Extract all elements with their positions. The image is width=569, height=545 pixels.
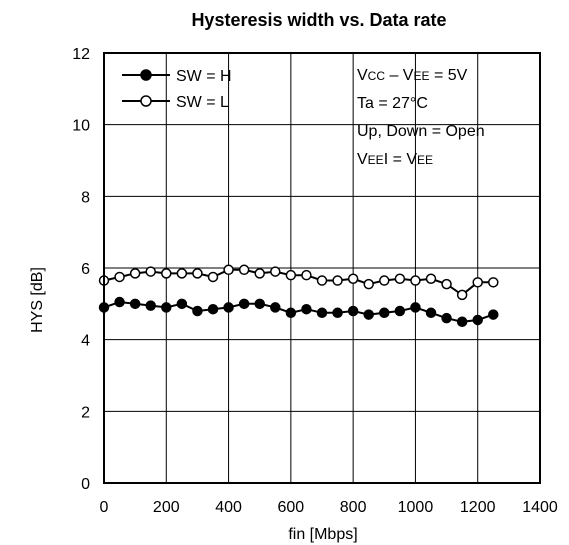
data-point-sw-l xyxy=(207,271,219,283)
y-axis-label: HYS [dB] xyxy=(29,267,46,333)
y-tick-label: 10 xyxy=(72,118,90,135)
data-point-sw-h xyxy=(207,303,219,315)
annotation-supply: VCC – VEE = 5V xyxy=(357,67,468,84)
data-point-sw-h xyxy=(363,309,374,320)
data-point-sw-h xyxy=(285,307,297,319)
series-layer xyxy=(98,264,499,327)
annotation-up-down: Up, Down = Open xyxy=(357,123,485,140)
data-point-sw-l xyxy=(316,275,328,286)
data-point-sw-l xyxy=(145,266,156,277)
plot-frame xyxy=(103,52,541,484)
series-sw-l xyxy=(98,264,499,301)
legend-marker-sw-l xyxy=(140,95,152,107)
data-point-sw-h xyxy=(347,305,359,317)
x-tick-label: 600 xyxy=(278,499,305,516)
data-point-sw-l xyxy=(363,278,374,290)
y-tick-label: 12 xyxy=(72,46,90,63)
data-point-sw-h xyxy=(161,302,172,313)
data-point-sw-h xyxy=(223,302,234,313)
x-tick-label: 0 xyxy=(100,499,109,516)
y-tick-label: 6 xyxy=(81,261,90,278)
legend-label-sw-l: SW = L xyxy=(176,94,229,111)
data-point-sw-h xyxy=(270,302,281,313)
data-point-sw-l xyxy=(192,268,203,279)
x-axis-label: fin [Mbps] xyxy=(288,526,357,543)
data-point-sw-h xyxy=(472,314,483,326)
y-tick-labels: 0 2 4 6 8 10 12 xyxy=(72,46,90,493)
data-point-sw-l xyxy=(176,268,188,279)
data-point-sw-h xyxy=(238,298,250,310)
x-tick-label: 1000 xyxy=(398,499,434,516)
x-tick-label: 1400 xyxy=(522,499,558,516)
data-point-sw-l xyxy=(472,277,483,288)
data-point-sw-h xyxy=(301,303,312,315)
data-point-sw-l xyxy=(410,275,421,286)
data-point-sw-h xyxy=(114,296,125,308)
data-point-sw-l xyxy=(129,268,141,279)
data-point-sw-h xyxy=(145,300,156,311)
annotation-veei: VEEI = VEE xyxy=(357,151,433,168)
data-point-sw-l xyxy=(379,275,390,286)
annotation-temperature: Ta = 27°C xyxy=(357,95,428,112)
x-tick-label: 800 xyxy=(340,499,367,516)
data-point-sw-l xyxy=(301,269,312,281)
data-point-sw-h xyxy=(394,305,406,317)
x-tick-label: 400 xyxy=(215,499,242,516)
data-point-sw-l xyxy=(488,277,499,288)
legend: SW = H SW = L xyxy=(122,68,232,111)
data-point-sw-l xyxy=(161,268,172,279)
data-point-sw-h xyxy=(488,309,499,320)
data-point-sw-l xyxy=(332,275,343,286)
data-point-sw-l xyxy=(114,271,125,283)
data-point-sw-l xyxy=(270,266,281,277)
data-point-sw-l xyxy=(425,273,437,284)
data-point-sw-h xyxy=(456,316,468,327)
y-tick-label: 4 xyxy=(81,333,90,350)
data-point-sw-l xyxy=(347,273,359,284)
data-point-sw-l xyxy=(223,264,234,276)
conditions-annotation: VCC – VEE = 5V Ta = 27°C Up, Down = Open… xyxy=(357,67,485,168)
data-point-sw-l xyxy=(285,269,297,281)
legend-label-sw-h: SW = H xyxy=(176,68,232,85)
y-tick-label: 2 xyxy=(81,404,90,421)
x-tick-labels: 0 200 400 600 800 1000 1200 1400 xyxy=(100,499,558,516)
data-point-sw-h xyxy=(176,298,188,310)
data-point-sw-h xyxy=(316,307,328,319)
data-point-sw-h xyxy=(425,307,437,319)
chart-title: Hysteresis width vs. Data rate xyxy=(191,10,446,30)
data-point-sw-l xyxy=(254,268,265,279)
data-point-sw-l xyxy=(394,273,406,284)
series-sw-h xyxy=(98,296,499,327)
x-tick-label: 1200 xyxy=(460,499,496,516)
data-point-sw-h xyxy=(254,298,265,310)
legend-marker-sw-h xyxy=(140,69,152,81)
data-point-sw-l xyxy=(456,289,468,301)
data-point-sw-l xyxy=(441,278,452,290)
x-tick-label: 200 xyxy=(153,499,180,516)
data-point-sw-h xyxy=(332,307,343,319)
data-point-sw-l xyxy=(238,264,250,276)
grid-lines xyxy=(104,53,540,483)
data-point-sw-h xyxy=(379,307,390,319)
y-tick-label: 8 xyxy=(81,189,90,206)
data-point-sw-h xyxy=(441,312,452,324)
data-point-sw-h xyxy=(410,302,421,313)
y-tick-label: 0 xyxy=(81,476,90,493)
data-point-sw-h xyxy=(192,305,203,317)
data-point-sw-h xyxy=(129,298,141,310)
